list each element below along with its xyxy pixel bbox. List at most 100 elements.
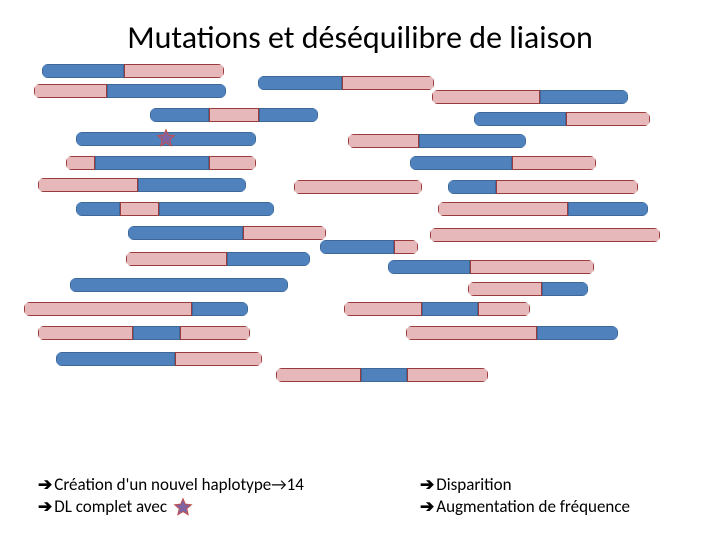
haplotype-segment xyxy=(406,326,537,340)
haplotype-bar xyxy=(56,352,262,366)
haplotype-segment xyxy=(478,302,530,316)
haplotype-segment xyxy=(126,252,227,266)
haplotype-segment xyxy=(192,302,248,316)
haplotype-bar xyxy=(42,64,224,78)
haplotype-bar xyxy=(150,108,318,122)
haplotype-segment xyxy=(468,282,542,296)
haplotype-segment xyxy=(540,90,628,104)
haplotype-segment xyxy=(38,326,133,340)
haplotype-segment xyxy=(76,202,120,216)
haplotype-bar xyxy=(276,368,488,382)
haplotype-bar xyxy=(448,180,638,194)
haplotype-segment xyxy=(128,226,243,240)
haplotype-segment xyxy=(227,252,310,266)
haplotype-segment xyxy=(568,202,648,216)
haplotype-bar xyxy=(34,84,226,98)
footer-left-line2: ➔ DL complet avec xyxy=(38,496,304,518)
footer-right-line1-text: Disparition xyxy=(436,474,511,496)
haplotype-bar xyxy=(344,302,530,316)
haplotype-bar xyxy=(320,240,418,254)
arrow-icon: ➔ xyxy=(38,474,52,496)
haplotype-segment xyxy=(209,156,257,170)
haplotype-segment xyxy=(133,326,180,340)
haplotype-segment xyxy=(124,64,224,78)
haplotype-segment xyxy=(175,352,262,366)
footer-left-line1: ➔ Création d'un nouvel haplotype → 14 xyxy=(38,474,304,496)
haplotype-diagram xyxy=(0,0,720,540)
haplotype-bar xyxy=(38,178,246,192)
haplotype-bar xyxy=(76,202,274,216)
haplotype-segment xyxy=(107,84,226,98)
haplotype-segment xyxy=(361,368,408,382)
haplotype-segment xyxy=(276,368,361,382)
arrow-icon: ➔ xyxy=(38,496,52,518)
haplotype-bar xyxy=(348,134,526,148)
haplotype-segment xyxy=(42,64,124,78)
footer-right-block: ➔ Disparition ➔ Augmentation de fréquenc… xyxy=(420,474,630,518)
haplotype-segment xyxy=(496,180,639,194)
footer-right-line2-text: Augmentation de fréquence xyxy=(436,496,630,518)
haplotype-bar xyxy=(388,260,594,274)
haplotype-segment xyxy=(150,108,209,122)
haplotype-segment xyxy=(56,352,175,366)
haplotype-segment xyxy=(294,180,422,194)
haplotype-segment xyxy=(180,326,250,340)
haplotype-segment xyxy=(70,278,288,292)
haplotype-segment xyxy=(120,202,160,216)
arrow-icon: ➔ xyxy=(420,474,434,496)
haplotype-segment xyxy=(344,302,422,316)
haplotype-bar xyxy=(70,278,288,292)
haplotype-segment xyxy=(24,302,192,316)
haplotype-segment xyxy=(159,202,274,216)
haplotype-bar xyxy=(432,90,628,104)
haplotype-segment xyxy=(394,240,419,254)
haplotype-segment xyxy=(66,156,95,170)
arrow-icon: ➔ xyxy=(420,496,434,518)
star-icon xyxy=(156,128,176,148)
haplotype-segment xyxy=(348,134,419,148)
haplotype-segment xyxy=(470,260,594,274)
haplotype-segment xyxy=(438,202,568,216)
footer-left-line1-post: 14 xyxy=(287,474,304,496)
footer-left-line1-pre: Création d'un nouvel haplotype xyxy=(54,474,271,496)
haplotype-segment xyxy=(342,76,434,90)
haplotype-bar xyxy=(128,226,326,240)
footer-left-block: ➔ Création d'un nouvel haplotype → 14 ➔ … xyxy=(38,474,304,518)
footer-right-line2: ➔ Augmentation de fréquence xyxy=(420,496,630,518)
haplotype-segment xyxy=(209,108,259,122)
footer-left-line2-text: DL complet avec xyxy=(54,496,167,518)
haplotype-segment xyxy=(258,76,342,90)
haplotype-segment xyxy=(388,260,470,274)
haplotype-segment xyxy=(410,156,512,170)
haplotype-segment xyxy=(448,180,496,194)
haplotype-segment xyxy=(95,156,209,170)
haplotype-segment xyxy=(422,302,478,316)
haplotype-segment xyxy=(320,240,394,254)
haplotype-segment xyxy=(430,228,660,242)
haplotype-bar xyxy=(430,228,660,242)
haplotype-bar xyxy=(438,202,648,216)
haplotype-segment xyxy=(34,84,107,98)
star-icon xyxy=(173,497,193,517)
haplotype-bar xyxy=(126,252,310,266)
footer-right-line1: ➔ Disparition xyxy=(420,474,630,496)
haplotype-segment xyxy=(542,282,588,296)
footer-left-line1-arrow: → xyxy=(271,474,286,496)
haplotype-bar xyxy=(38,326,250,340)
haplotype-segment xyxy=(419,134,526,148)
haplotype-segment xyxy=(138,178,246,192)
haplotype-segment xyxy=(474,112,566,126)
haplotype-bar xyxy=(468,282,588,296)
haplotype-bar xyxy=(406,326,618,340)
haplotype-bar xyxy=(258,76,434,90)
haplotype-segment xyxy=(512,156,596,170)
haplotype-segment xyxy=(243,226,326,240)
haplotype-segment xyxy=(566,112,650,126)
haplotype-segment xyxy=(259,108,318,122)
haplotype-bar xyxy=(66,156,256,170)
haplotype-segment xyxy=(407,368,488,382)
haplotype-bar xyxy=(24,302,248,316)
haplotype-segment xyxy=(432,90,540,104)
haplotype-segment xyxy=(38,178,138,192)
haplotype-bar xyxy=(474,112,650,126)
